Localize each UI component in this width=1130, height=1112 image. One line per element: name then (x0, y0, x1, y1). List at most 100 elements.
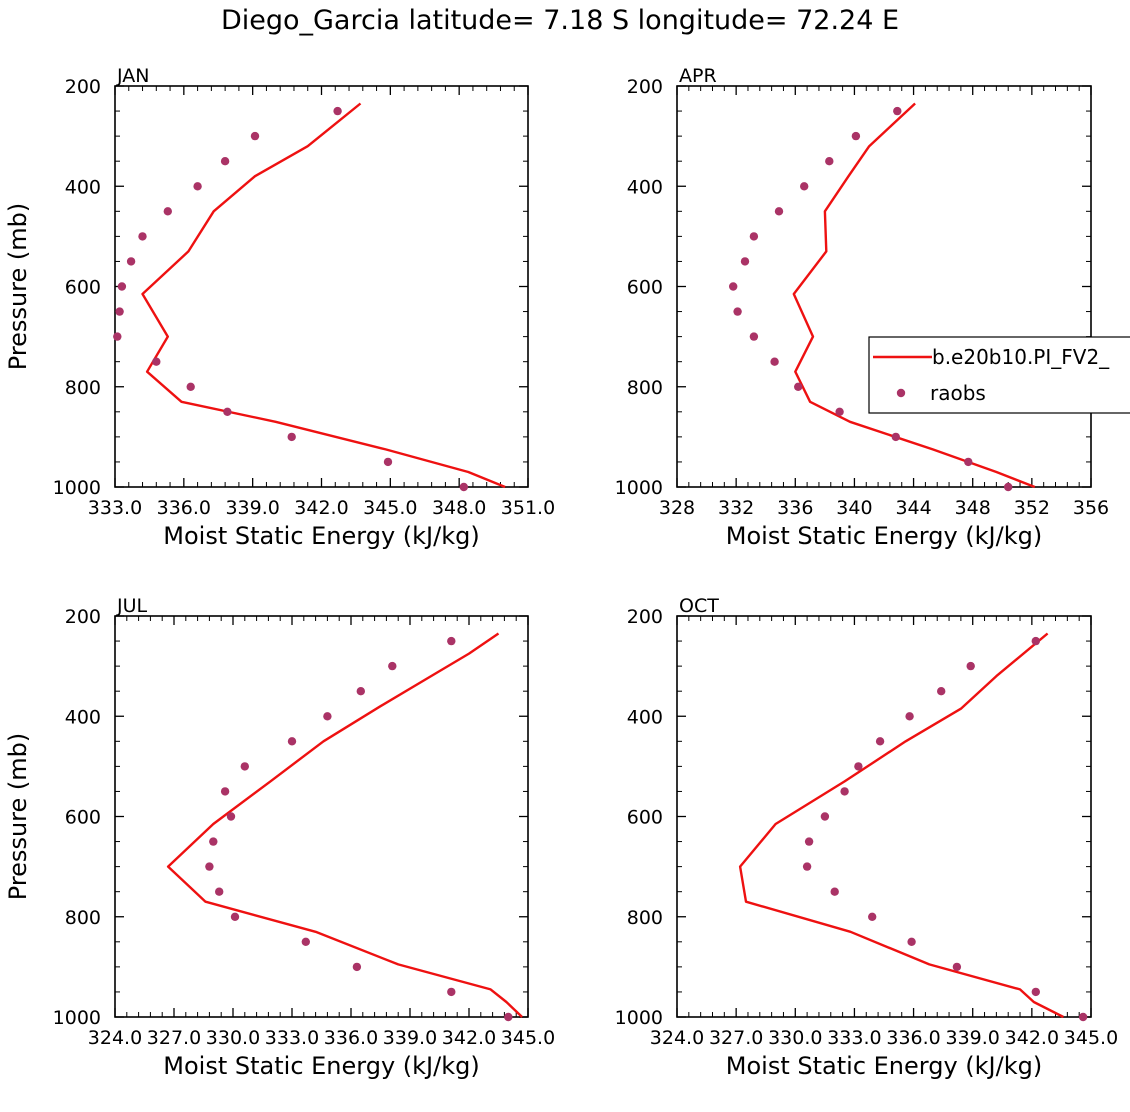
y-tick-label: 800 (627, 377, 663, 399)
raobs-point-jan (459, 482, 468, 492)
legend-entry-model: b.e20b10.PI_FV2_ (932, 345, 1110, 369)
raobs-point-jan (333, 106, 342, 116)
x-tick-label: 336.0 (886, 1027, 940, 1049)
x-tick-label: 336.0 (324, 1027, 378, 1049)
x-tick-label: 345.0 (501, 1027, 555, 1049)
x-axis-label-oct: Moist Static Energy (kJ/kg) (726, 1052, 1042, 1080)
x-tick-label: 340 (836, 497, 872, 519)
x-tick-label: 342.0 (1005, 1027, 1059, 1049)
raobs-point-jan (223, 407, 232, 416)
x-tick-label: 324.0 (88, 1027, 142, 1049)
x-tick-label: 348 (955, 497, 991, 519)
x-tick-label: 336 (777, 497, 813, 519)
y-tick-label: 800 (65, 377, 101, 399)
panel-jan: JAN 333.0 336.0 339.0 342.0 345.0 348.0 351.0 20… (4, 65, 555, 550)
raobs-point-jan (193, 182, 202, 191)
x-tick-label: 345.0 (363, 497, 417, 519)
raobs-point-oct (907, 937, 916, 946)
panel-label-oct: OCT (679, 595, 719, 617)
raobs-point-jul (205, 862, 214, 871)
x-tick-label: 356 (1073, 497, 1109, 519)
raobs-point-oct (840, 787, 849, 796)
x-tick-label: 330.0 (206, 1027, 260, 1049)
raobs-point-apr (729, 282, 738, 291)
y-tick-label: 200 (65, 606, 101, 628)
x-tick-label: 333.0 (265, 1027, 319, 1049)
raobs-point-apr (835, 407, 844, 416)
x-tick-label: 348.0 (432, 497, 486, 519)
raobs-point-jan (163, 207, 172, 216)
raobs-point-jul (352, 962, 362, 972)
model-line-apr (792, 102, 1036, 489)
legend-marker-swatch (896, 388, 906, 398)
raobs-point-apr (1004, 482, 1013, 492)
model-line-jul (166, 632, 523, 1018)
raobs-point-jan (220, 157, 230, 166)
y-axis-label-jul: Pressure (mb) (4, 733, 32, 900)
x-tick-label: 333.0 (88, 497, 142, 519)
raobs-point-jul (301, 937, 310, 946)
raobs-point-oct (1031, 636, 1041, 646)
raobs-point-apr (851, 131, 861, 141)
legend: b.e20b10.PI_FV2_ raobs (868, 336, 1130, 414)
raobs-point-jul (287, 737, 297, 746)
raobs-point-apr (800, 182, 809, 191)
y-tick-label: 200 (65, 76, 101, 98)
x-tick-label: 351.0 (501, 497, 555, 519)
raobs-point-apr (893, 106, 902, 116)
raobs-point-jan (383, 457, 393, 467)
y-tick-label: 400 (65, 176, 101, 198)
plot-frame-jan (114, 85, 529, 488)
raobs-point-jul (230, 912, 240, 921)
raobs-point-apr (733, 307, 742, 316)
y-tick-label: 1000 (53, 477, 101, 499)
x-axis-label-jan: Moist Static Energy (kJ/kg) (163, 522, 479, 550)
legend-entry-raobs: raobs (930, 381, 986, 405)
raobs-point-oct (802, 862, 812, 871)
raobs-point-jan (115, 307, 124, 316)
y-tick-label: 400 (627, 706, 663, 728)
raobs-point-jul (504, 1012, 513, 1022)
plot-frame-jul (114, 615, 529, 1018)
raobs-point-apr (891, 432, 900, 442)
y-axis-label-jan: Pressure (mb) (4, 203, 32, 370)
y-tick-label: 600 (627, 277, 663, 299)
raobs-point-jan (117, 282, 127, 291)
panel-label-apr: APR (679, 65, 717, 87)
x-tick-label: 352 (1014, 497, 1050, 519)
raobs-point-jan (113, 332, 122, 341)
y-tick-label: 600 (627, 807, 663, 829)
panel-label-jul: JUL (116, 595, 148, 617)
raobs-point-oct (820, 812, 830, 821)
y-tick-label: 200 (627, 76, 663, 98)
x-tick-label: 330.0 (768, 1027, 822, 1049)
raobs-point-apr (770, 357, 779, 366)
panel-oct: OCT 324.0 327.0 330.0 333.0 336.0 339.0 342.0 34… (615, 595, 1119, 1080)
raobs-point-jan (250, 131, 260, 141)
x-tick-label: 339.0 (383, 1027, 437, 1049)
x-tick-label: 327.0 (709, 1027, 763, 1049)
raobs-point-jul (209, 837, 218, 846)
y-tick-label: 800 (627, 907, 663, 929)
y-tick-label: 400 (65, 706, 101, 728)
raobs-point-oct (937, 687, 946, 696)
raobs-point-oct (875, 737, 885, 746)
x-tick-label: 327.0 (147, 1027, 201, 1049)
x-tick-label: 345.0 (1064, 1027, 1118, 1049)
x-tick-label: 344 (895, 497, 931, 519)
panel-label-jan: JAN (116, 65, 149, 87)
x-axis-label-jul: Moist Static Energy (kJ/kg) (163, 1052, 479, 1080)
y-tick-label: 800 (65, 907, 101, 929)
raobs-point-apr (964, 457, 973, 467)
raobs-point-oct (830, 887, 839, 896)
raobs-point-jan (287, 432, 296, 442)
raobs-point-oct (868, 912, 877, 921)
x-axis-label-apr: Moist Static Energy (kJ/kg) (726, 522, 1042, 550)
raobs-point-oct (952, 962, 962, 972)
raobs-point-jul (447, 636, 456, 646)
raobs-point-jul (220, 787, 230, 796)
y-tick-label: 1000 (53, 1007, 101, 1029)
x-tick-label: 336.0 (157, 497, 211, 519)
raobs-point-jul (240, 762, 249, 771)
